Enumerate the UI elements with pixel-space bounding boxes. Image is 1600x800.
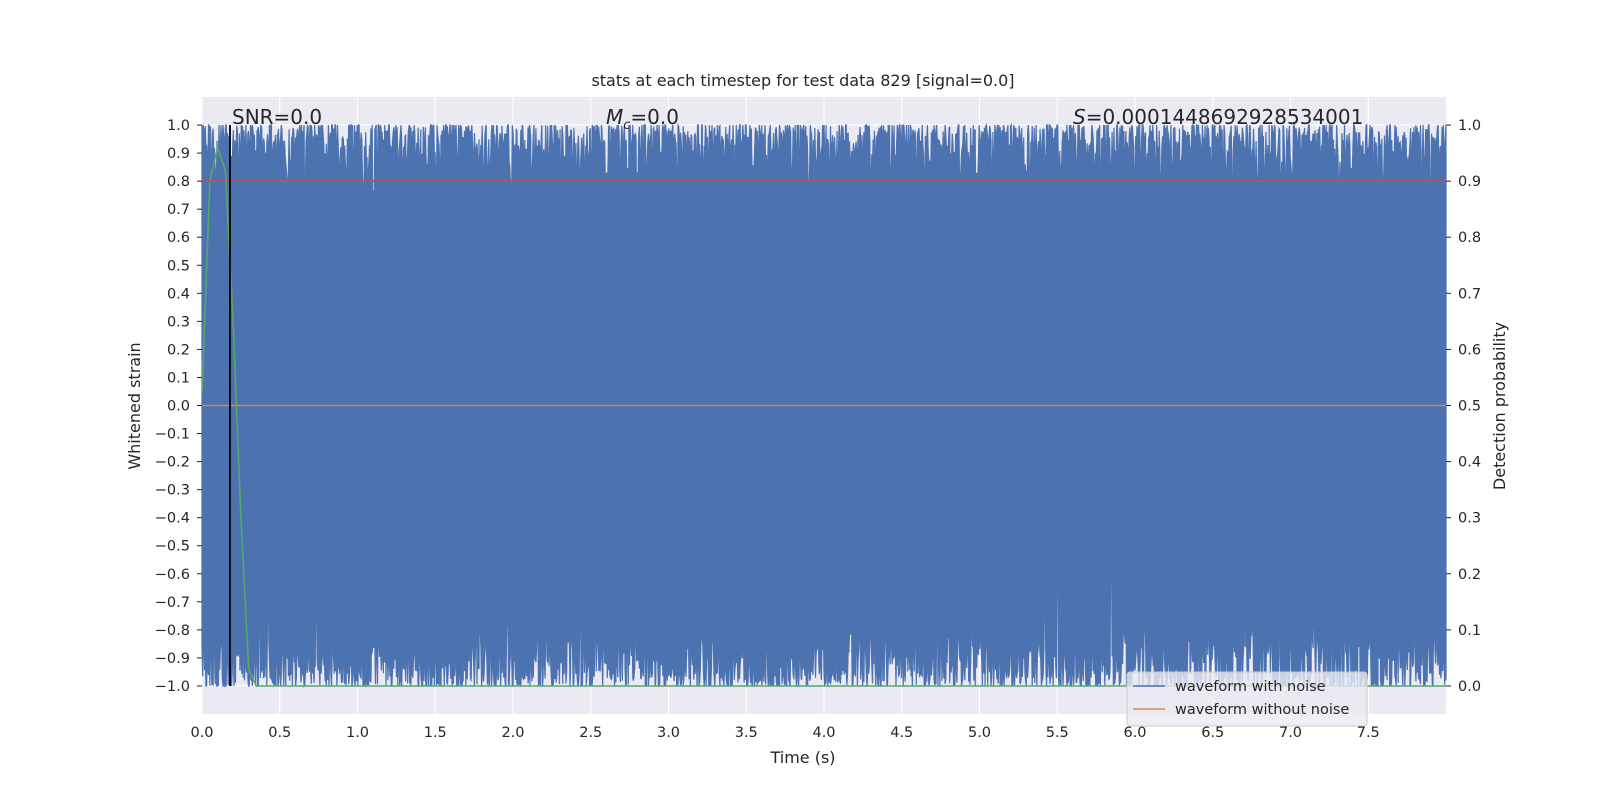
- x-tick-label: 1.0: [346, 725, 369, 741]
- series-lines: [201, 125, 1446, 687]
- y2-tick-label: 0.1: [1458, 623, 1481, 639]
- x-tick-label: 3.0: [657, 725, 680, 741]
- y-tick-label: −0.6: [155, 567, 190, 583]
- y2-tick-label: 0.6: [1458, 342, 1481, 358]
- y-tick-label: 0.4: [167, 286, 190, 302]
- s-symbol: S: [1073, 105, 1086, 129]
- x-tick-label: 2.0: [501, 725, 524, 741]
- x-tick-label: 0.0: [190, 725, 213, 741]
- y-tick-label: 0.5: [167, 258, 190, 274]
- legend-label-noise: waveform with noise: [1175, 679, 1326, 695]
- y-tick-label: −1.0: [155, 679, 190, 695]
- y-axis-label: Whitened strain: [125, 342, 144, 469]
- x-tick-label: 7.5: [1357, 725, 1380, 741]
- y-tick-label: −0.9: [155, 651, 190, 667]
- y-tick-label: −0.7: [155, 595, 190, 611]
- x-tick-label: 1.5: [424, 725, 447, 741]
- y2-tick-label: 0.7: [1458, 286, 1481, 302]
- y-tick-label: 1.0: [167, 118, 190, 134]
- y-tick-label: −0.1: [155, 427, 190, 443]
- y-tick-label: −0.2: [155, 455, 190, 471]
- x-tick-label: 7.0: [1279, 725, 1302, 741]
- x-tick-label: 0.5: [268, 725, 291, 741]
- y-tick-label: 0.3: [167, 314, 190, 330]
- tick-labels: 0.0 0.5 1.0 1.5 2.0 2.5 3.0 3.5 4.0 4.5 5.0 5.5 6.0 6…: [155, 118, 1481, 741]
- x-tick-label: 5.5: [1046, 725, 1069, 741]
- y2-tick-label: 0.9: [1458, 174, 1481, 190]
- y2-tick-label: 0.2: [1458, 567, 1481, 583]
- y2-tick-label: 1.0: [1458, 118, 1481, 134]
- y-tick-label: 0.8: [167, 174, 190, 190]
- y-tick-label: 0.7: [167, 202, 190, 218]
- y2-tick-label: 0.5: [1458, 399, 1481, 415]
- y-tick-label: 0.0: [167, 399, 190, 415]
- x-tick-label: 6.5: [1201, 725, 1224, 741]
- y-tick-label: 0.1: [167, 370, 190, 386]
- y-tick-label: −0.4: [155, 511, 190, 527]
- s-value: =0.0001448692928534001: [1086, 105, 1364, 129]
- x-tick-label: 2.5: [579, 725, 602, 741]
- legend-label-clean: waveform without noise: [1175, 702, 1349, 718]
- y2-tick-label: 0.4: [1458, 455, 1481, 471]
- y2-tick-label: 0.0: [1458, 679, 1481, 695]
- x-tick-label: 3.5: [735, 725, 758, 741]
- chirp-mass-symbol: M: [606, 105, 623, 129]
- y-tick-label: −0.3: [155, 483, 190, 499]
- chirp-mass-subscript: c: [623, 118, 630, 133]
- y-tick-label: −0.5: [155, 539, 190, 555]
- y2-axis-label: Detection probability: [1490, 322, 1509, 490]
- chirp-mass-value: =0.0: [630, 105, 679, 129]
- s-annotation: S=0.0001448692928534001: [1073, 105, 1363, 129]
- legend: waveform with noise waveform without noi…: [1126, 671, 1368, 727]
- y-tick-label: −0.8: [155, 623, 190, 639]
- y-tick-label: 0.9: [167, 146, 190, 162]
- legend-box: [1126, 671, 1368, 727]
- detection-probability-line: [201, 144, 1446, 687]
- x-tick-label: 4.5: [890, 725, 913, 741]
- y2-tick-label: 0.3: [1458, 511, 1481, 527]
- x-axis-label: Time (s): [769, 748, 835, 767]
- x-tick-label: 4.0: [812, 725, 835, 741]
- chirp-mass-annotation: Mc=0.0: [606, 105, 679, 133]
- y-tick-label: 0.2: [167, 342, 190, 358]
- snr-annotation: SNR=0.0: [232, 105, 322, 129]
- x-tick-label: 5.0: [968, 725, 991, 741]
- y2-tick-label: 0.8: [1458, 230, 1481, 246]
- x-tick-label: 6.0: [1123, 725, 1146, 741]
- y-tick-label: 0.6: [167, 230, 190, 246]
- chart-title: stats at each timestep for test data 829…: [591, 71, 1014, 90]
